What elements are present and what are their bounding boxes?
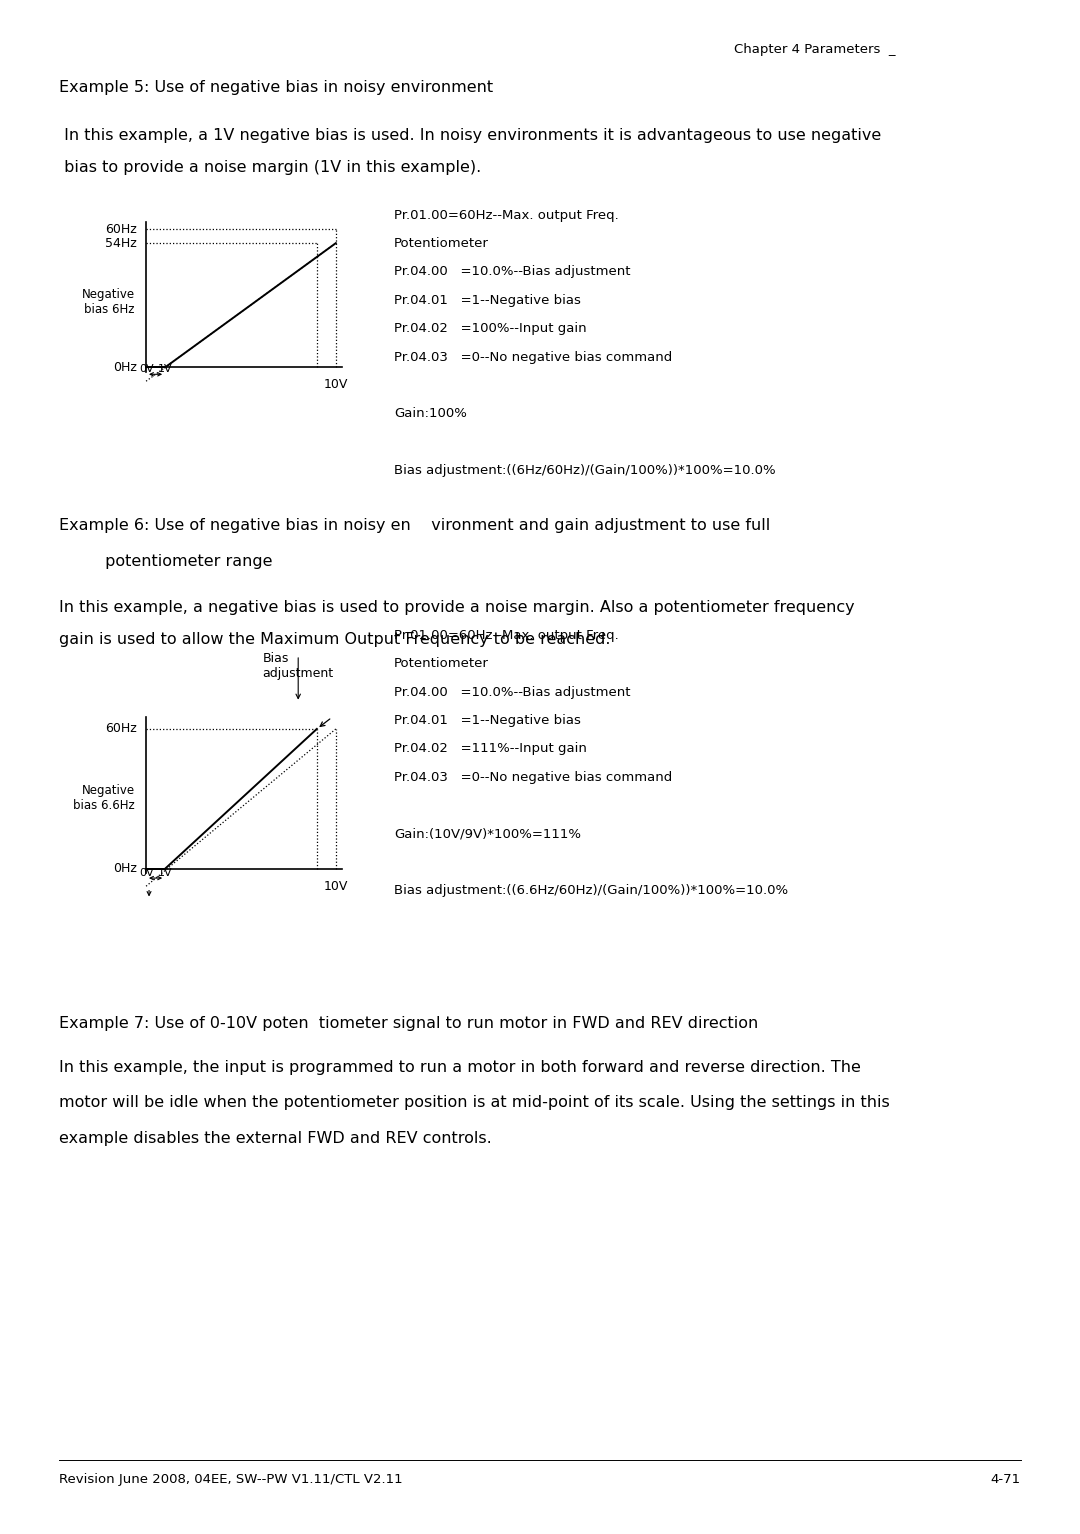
Text: In this example, the input is programmed to run a motor in both forward and reve: In this example, the input is programmed… <box>59 1060 861 1075</box>
Text: In this example, a negative bias is used to provide a noise margin. Also a poten: In this example, a negative bias is used… <box>59 600 855 615</box>
Text: 54Hz: 54Hz <box>105 236 136 250</box>
Text: Bias
adjustment: Bias adjustment <box>262 652 334 680</box>
Text: example disables the external FWD and REV controls.: example disables the external FWD and RE… <box>59 1131 492 1146</box>
Text: 10V: 10V <box>324 881 348 893</box>
Text: 0Hz: 0Hz <box>112 360 136 374</box>
Text: In this example, a 1V negative bias is used. In noisy environments it is advanta: In this example, a 1V negative bias is u… <box>59 129 881 143</box>
Text: Pr.04.00   =10.0%--Bias adjustment: Pr.04.00 =10.0%--Bias adjustment <box>394 265 631 278</box>
Text: Pr.04.00   =10.0%--Bias adjustment: Pr.04.00 =10.0%--Bias adjustment <box>394 686 631 698</box>
Text: Pr.04.01   =1--Negative bias: Pr.04.01 =1--Negative bias <box>394 715 581 727</box>
Text: 1V: 1V <box>158 364 173 374</box>
Text: Bias adjustment:((6Hz/60Hz)/(Gain/100%))*100%=10.0%: Bias adjustment:((6Hz/60Hz)/(Gain/100%))… <box>394 465 775 477</box>
Text: Pr.01.00=60Hz--Max. output Freq.: Pr.01.00=60Hz--Max. output Freq. <box>394 629 619 641</box>
Text: Gain:(10V/9V)*100%=111%: Gain:(10V/9V)*100%=111% <box>394 828 581 841</box>
Text: 0V: 0V <box>138 364 153 374</box>
Text: Pr.04.02   =100%--Input gain: Pr.04.02 =100%--Input gain <box>394 322 586 334</box>
Text: motor will be idle when the potentiometer position is at mid-point of its scale.: motor will be idle when the potentiomete… <box>59 1095 890 1111</box>
Text: Revision June 2008, 04EE, SW--PW V1.11/CTL V2.11: Revision June 2008, 04EE, SW--PW V1.11/C… <box>59 1473 403 1485</box>
Text: Bias adjustment:((6.6Hz/60Hz)/(Gain/100%))*100%=10.0%: Bias adjustment:((6.6Hz/60Hz)/(Gain/100%… <box>394 884 788 897</box>
Text: 4-71: 4-71 <box>990 1473 1021 1485</box>
Text: Pr.04.03   =0--No negative bias command: Pr.04.03 =0--No negative bias command <box>394 772 673 784</box>
Text: Pr.04.02   =111%--Input gain: Pr.04.02 =111%--Input gain <box>394 742 588 755</box>
Text: 60Hz: 60Hz <box>105 723 136 735</box>
Text: gain is used to allow the Maximum Output Frequency to be reached.: gain is used to allow the Maximum Output… <box>59 632 611 647</box>
Text: Example 7: Use of 0-10V poten  tiometer signal to run motor in FWD and REV direc: Example 7: Use of 0-10V poten tiometer s… <box>59 1016 758 1031</box>
Text: Pr.01.00=60Hz--Max. output Freq.: Pr.01.00=60Hz--Max. output Freq. <box>394 209 619 221</box>
Text: Potentiometer: Potentiometer <box>394 236 489 250</box>
Text: bias to provide a noise margin (1V in this example).: bias to provide a noise margin (1V in th… <box>59 160 482 175</box>
Text: 0Hz: 0Hz <box>112 862 136 876</box>
Text: Negative
bias 6Hz: Negative bias 6Hz <box>82 288 135 316</box>
Text: 0V: 0V <box>138 868 153 877</box>
Text: Gain:100%: Gain:100% <box>394 408 467 420</box>
Text: Chapter 4 Parameters  _: Chapter 4 Parameters _ <box>734 43 896 55</box>
Text: Pr.04.01   =1--Negative bias: Pr.04.01 =1--Negative bias <box>394 295 581 307</box>
Text: Pr.04.03   =0--No negative bias command: Pr.04.03 =0--No negative bias command <box>394 351 673 364</box>
Text: potentiometer range: potentiometer range <box>59 554 273 569</box>
Text: 1V: 1V <box>158 868 173 877</box>
Text: Example 5: Use of negative bias in noisy environment: Example 5: Use of negative bias in noisy… <box>59 80 494 95</box>
Text: Potentiometer: Potentiometer <box>394 657 489 670</box>
Text: 60Hz: 60Hz <box>105 222 136 236</box>
Text: Example 6: Use of negative bias in noisy en    vironment and gain adjustment to : Example 6: Use of negative bias in noisy… <box>59 518 771 534</box>
Text: Negative
bias 6.6Hz: Negative bias 6.6Hz <box>73 784 135 813</box>
Text: 10V: 10V <box>324 377 348 391</box>
